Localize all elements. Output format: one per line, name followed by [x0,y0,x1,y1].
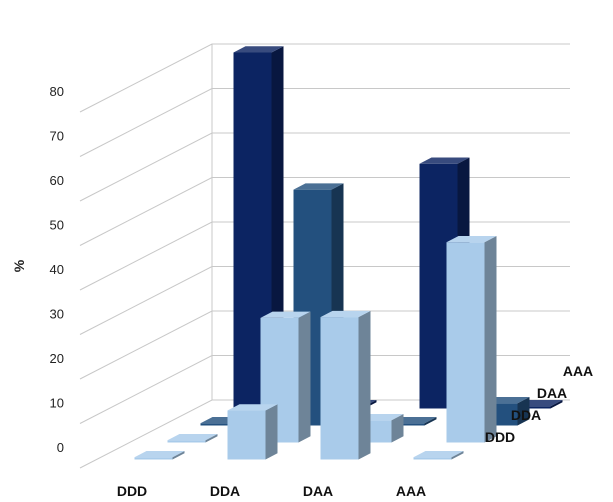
y-axis-title: % [11,259,27,272]
x-axis-categories: DDD DDA DAA AAA [117,483,426,499]
depth-category-label: DDD [485,429,515,445]
y-tick-label: 50 [50,218,64,233]
x-category-label: DAA [303,483,333,499]
bar-side [205,434,218,443]
y-tick-label: 60 [50,173,64,188]
bar-side [517,397,530,426]
bar-top [233,46,284,53]
bar-front [167,440,206,443]
bar-side [298,311,311,443]
bar-top [320,310,371,318]
gridline [79,43,570,113]
bar-side [265,404,278,460]
depth-categories: DDD DDA DAA AAA [485,363,593,445]
y-tick-label: 10 [50,396,64,411]
bar-top [134,451,185,458]
gridlines [79,43,570,469]
bar [167,434,218,443]
x-category-label: AAA [396,483,426,499]
bar-front [512,406,551,409]
bar-front [227,410,266,460]
bar [446,236,497,443]
bar-top [419,157,470,164]
bar [227,404,278,460]
bar-side [424,417,437,426]
bar-side [451,451,464,460]
bar-side [484,236,497,443]
y-tick-label: 40 [50,262,64,277]
bar-side [391,414,404,443]
depth-category-label: DDA [511,407,541,423]
bar-front [200,423,239,426]
bar-front [320,317,359,460]
bar-top [227,404,278,411]
y-axis-ticks: 0 10 20 30 40 50 60 70 80 [50,84,64,455]
bar-side [550,400,563,409]
depth-category-label: DAA [537,385,567,401]
bar-front [134,457,173,460]
bar [320,310,371,460]
bar [413,451,464,460]
bar-side [358,310,371,460]
bar-top [446,236,497,243]
x-category-label: DDD [117,483,147,499]
bar [134,451,185,460]
gridline [79,88,570,157]
y-tick-label: 0 [57,440,64,455]
bar-front [446,242,485,443]
bar-front [386,423,425,426]
bars [134,46,563,460]
bar-top [413,451,464,458]
x-category-label: DDA [210,483,240,499]
bar-top [167,434,218,441]
y-tick-label: 30 [50,307,64,322]
depth-category-label: AAA [563,363,593,379]
bar-top [260,311,311,318]
y-tick-label: 70 [50,129,64,144]
bar-front [413,457,452,460]
bar-side [172,451,185,460]
y-tick-label: 20 [50,351,64,366]
y-tick-label: 80 [50,84,64,99]
bar-top [293,183,344,190]
